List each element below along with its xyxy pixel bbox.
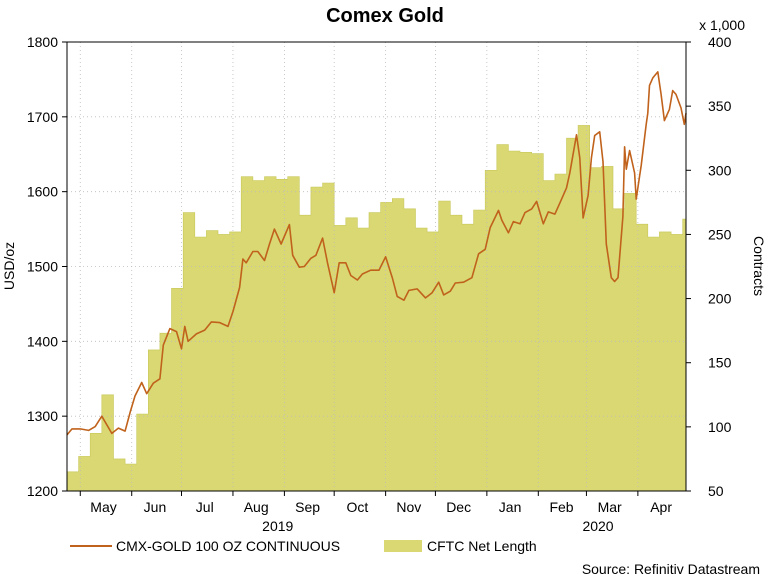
x-tick-label-month: Apr xyxy=(650,499,672,515)
y-right-tick-label: 50 xyxy=(708,483,724,499)
left-axis-title: USD/oz xyxy=(1,242,17,290)
y-left-tick-label: 1700 xyxy=(27,109,58,125)
y-right-tick-label: 100 xyxy=(708,419,732,435)
y-left-tick-label: 1200 xyxy=(27,483,58,499)
right-axis-multiplier: x 1,000 xyxy=(699,17,745,33)
x-tick-label-month: Jan xyxy=(499,499,522,515)
right-axis-title: Contracts xyxy=(751,236,767,296)
x-tick-label-month: Feb xyxy=(549,499,573,515)
x-tick-label-month: May xyxy=(90,499,116,515)
x-tick-label-month: Nov xyxy=(396,499,421,515)
x-tick-label-year: 2019 xyxy=(262,518,293,534)
y-right-tick-label: 150 xyxy=(708,355,732,371)
legend-label-gold: CMX-GOLD 100 OZ CONTINUOUS xyxy=(116,538,340,554)
y-right-tick-label: 200 xyxy=(708,291,732,307)
y-right-tick-label: 250 xyxy=(708,226,732,242)
gridlines xyxy=(67,42,686,491)
y-left-tick-label: 1300 xyxy=(27,408,58,424)
y-right-tick-label: 300 xyxy=(708,162,732,178)
axes: May Jun Jul Aug Sep Oct Nov Dec Jan Feb Mar Apr 2019… xyxy=(27,34,732,534)
y-left-tick-label: 1500 xyxy=(27,259,58,275)
x-tick-label-month: Dec xyxy=(446,499,471,515)
legend: CMX-GOLD 100 OZ CONTINUOUS CFTC Net Leng… xyxy=(70,538,537,554)
x-tick-label-month: Jul xyxy=(196,499,214,515)
gold-price-line xyxy=(66,71,687,436)
cftc-net-length-area xyxy=(66,125,687,492)
x-tick-label-month: Mar xyxy=(598,499,622,515)
source-note: Source: Refinitiv Datastream xyxy=(582,561,760,577)
legend-area-swatch xyxy=(384,540,422,552)
x-tick-label-year: 2020 xyxy=(582,518,613,534)
chart-title: Comex Gold xyxy=(326,5,444,27)
x-tick-label-month: Oct xyxy=(347,499,369,515)
y-left-tick-label: 1600 xyxy=(27,184,58,200)
x-tick-label-month: Sep xyxy=(295,499,320,515)
y-left-tick-label: 1400 xyxy=(27,333,58,349)
x-tick-label-month: Jun xyxy=(144,499,167,515)
y-right-tick-label: 350 xyxy=(708,98,732,114)
cftc-net-length-area-layer xyxy=(66,125,687,492)
y-right-tick-label: 400 xyxy=(708,34,732,50)
gold-price-line-layer xyxy=(66,71,687,436)
x-tick-label-month: Aug xyxy=(244,499,269,515)
legend-label-cftc: CFTC Net Length xyxy=(427,538,537,554)
y-left-tick-label: 1800 xyxy=(27,34,58,50)
